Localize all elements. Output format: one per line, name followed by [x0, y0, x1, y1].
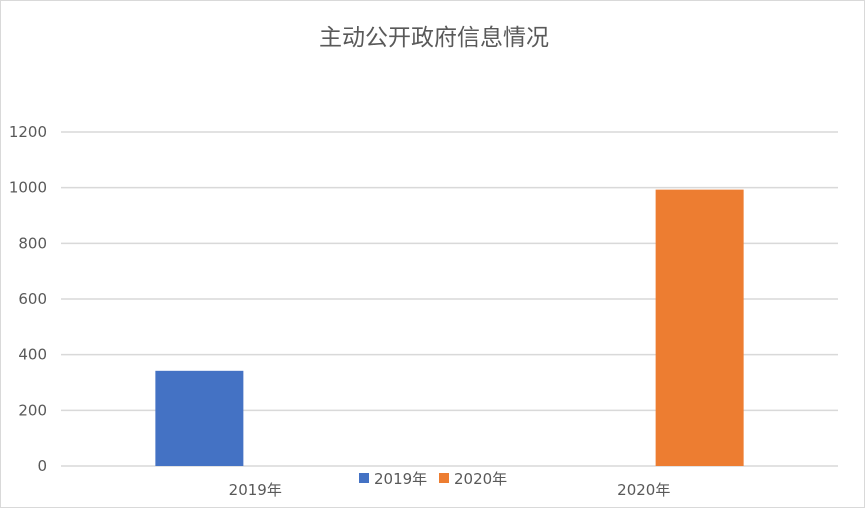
bar-2019年 — [155, 370, 244, 466]
y-tick-label: 200 — [18, 401, 47, 419]
y-tick-label: 0 — [37, 457, 47, 475]
x-tick-label: 2019年 — [229, 481, 282, 499]
bar-2020年 — [655, 189, 744, 467]
x-tick-label: 2020年 — [617, 481, 670, 499]
y-tick-label: 800 — [18, 234, 47, 252]
legend-swatch — [439, 473, 449, 483]
legend-label: 2020年 — [454, 470, 507, 488]
y-tick-label: 1000 — [9, 179, 47, 197]
chart-title: 主动公开政府信息情况 — [319, 25, 549, 51]
y-tick-label: 1200 — [9, 123, 47, 141]
y-tick-label: 400 — [18, 346, 47, 364]
legend-swatch — [359, 473, 369, 483]
y-tick-label: 600 — [18, 290, 47, 308]
legend-label: 2019年 — [374, 470, 427, 488]
